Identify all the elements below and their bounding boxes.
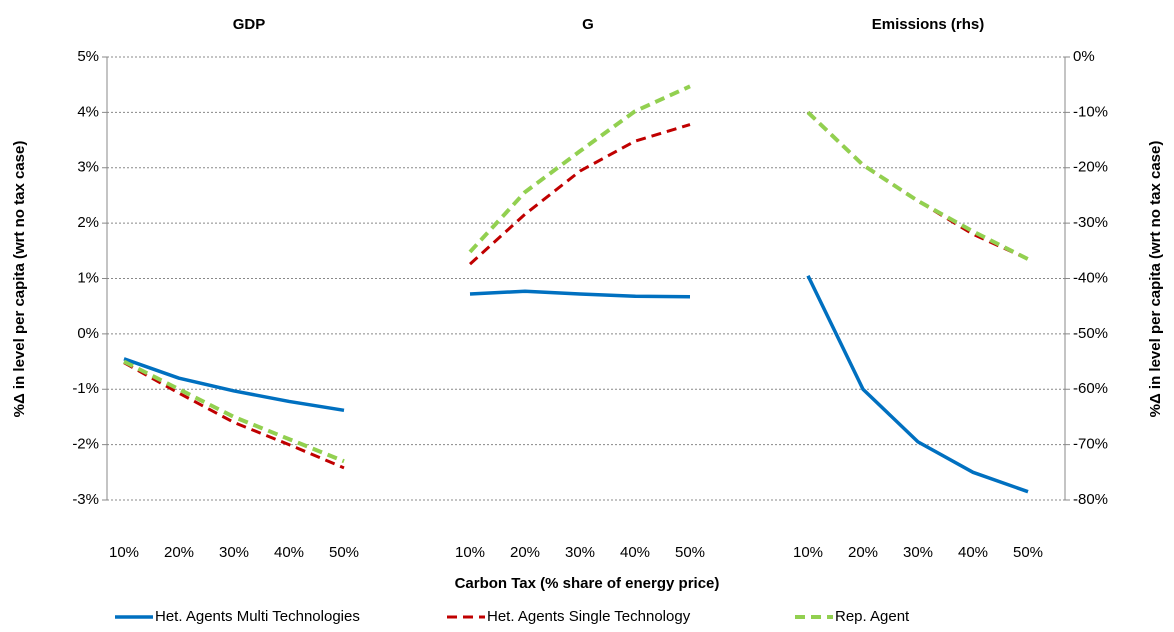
y-tick-label: -1% bbox=[72, 380, 99, 397]
series-line bbox=[806, 110, 1029, 261]
x-tick-label: 10% bbox=[455, 544, 485, 561]
y-tick-label: 3% bbox=[77, 159, 99, 176]
legend-label: Het. Agents Multi Technologies bbox=[155, 608, 360, 625]
x-tick-label: 50% bbox=[675, 544, 705, 561]
y2-tick-label: 0% bbox=[1073, 48, 1095, 65]
x-tick-label: 20% bbox=[164, 544, 194, 561]
legend-label: Het. Agents Single Technology bbox=[487, 608, 691, 625]
series-line bbox=[468, 84, 691, 254]
x-tick-label: 40% bbox=[620, 544, 650, 561]
x-tick-label: 20% bbox=[510, 544, 540, 561]
x-tick-label: 30% bbox=[565, 544, 595, 561]
panel-title: GDP bbox=[233, 16, 266, 33]
y2-tick-label: -40% bbox=[1073, 269, 1108, 286]
y2-tick-label: -80% bbox=[1073, 491, 1108, 508]
y-tick-label: 5% bbox=[77, 48, 99, 65]
x-tick-label: 40% bbox=[274, 544, 304, 561]
x-tick-label: 20% bbox=[848, 544, 878, 561]
y2-tick-label: -20% bbox=[1073, 159, 1108, 176]
y-tick-label: 2% bbox=[77, 214, 99, 231]
y-tick-label: -2% bbox=[72, 436, 99, 453]
y-tick-label: -3% bbox=[72, 491, 99, 508]
series-line bbox=[469, 289, 691, 299]
series-line bbox=[123, 357, 345, 413]
x-tick-label: 30% bbox=[219, 544, 249, 561]
y2-tick-label: -30% bbox=[1073, 214, 1108, 231]
y2-tick-label: -50% bbox=[1073, 325, 1108, 342]
panel-title: Emissions (rhs) bbox=[872, 16, 985, 33]
y2-tick-label: -10% bbox=[1073, 103, 1108, 120]
y-axis-label: %Δ in level per capita (wrt no tax case) bbox=[11, 141, 28, 418]
y-tick-label: 1% bbox=[77, 269, 99, 286]
x-axis-label: Carbon Tax (% share of energy price) bbox=[455, 575, 720, 592]
y2-tick-label: -60% bbox=[1073, 380, 1108, 397]
x-tick-label: 10% bbox=[109, 544, 139, 561]
legend-label: Rep. Agent bbox=[835, 608, 910, 625]
panel-title: G bbox=[582, 16, 594, 33]
series-line bbox=[123, 361, 345, 470]
series-line bbox=[123, 359, 345, 464]
x-tick-label: 50% bbox=[1013, 544, 1043, 561]
series-line bbox=[806, 111, 1029, 261]
y2-tick-label: -70% bbox=[1073, 436, 1108, 453]
x-tick-label: 10% bbox=[793, 544, 823, 561]
y2-axis-label: %Δ in level per capita (wrt no tax case) bbox=[1147, 141, 1164, 418]
series-line bbox=[468, 123, 691, 266]
x-tick-label: 50% bbox=[329, 544, 359, 561]
series-line bbox=[806, 274, 1029, 494]
y-tick-label: 0% bbox=[77, 325, 99, 342]
y-tick-label: 4% bbox=[77, 103, 99, 120]
x-tick-label: 30% bbox=[903, 544, 933, 561]
x-tick-label: 40% bbox=[958, 544, 988, 561]
